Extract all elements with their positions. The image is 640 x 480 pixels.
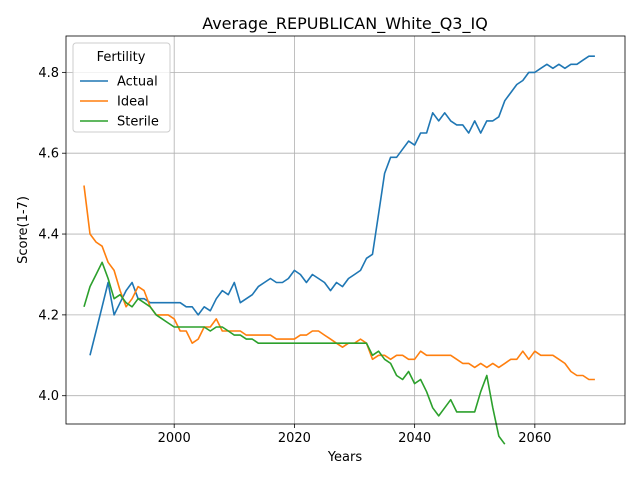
legend: Fertility Actual Ideal Sterile	[72, 42, 171, 133]
y-tick-label: 4.4	[38, 228, 59, 243]
x-tick-label: 2040	[398, 431, 431, 446]
series-line-actual	[89, 55, 595, 356]
series-lines	[83, 55, 595, 445]
y-axis-title: Score(1-7)	[16, 196, 31, 264]
y-tick-label: 4.2	[38, 308, 59, 323]
series-line-sterile	[83, 261, 506, 445]
x-tick-label: 2000	[158, 431, 191, 446]
y-tick-label: 4.0	[38, 389, 59, 404]
y-tick-label: 4.8	[38, 66, 59, 81]
legend-frame	[72, 42, 171, 133]
legend-label-actual: Actual	[117, 75, 158, 90]
legend-label-ideal: Ideal	[117, 95, 149, 110]
legend-title: Fertility	[97, 50, 146, 65]
chart-title: Average_REPUBLICAN_White_Q3_IQ	[202, 14, 488, 34]
y-tick-label: 4.6	[38, 147, 59, 162]
plot-area-frame	[65, 35, 626, 425]
axis-ticks: 2000 2020 2040 2060 4.0 4.2 4.4 4.6 4.8	[38, 66, 551, 446]
x-axis-title: Years	[327, 450, 363, 465]
series-line-ideal	[83, 185, 595, 381]
legend-label-sterile: Sterile	[117, 115, 159, 130]
x-tick-label: 2060	[518, 431, 551, 446]
x-tick-label: 2020	[278, 431, 311, 446]
